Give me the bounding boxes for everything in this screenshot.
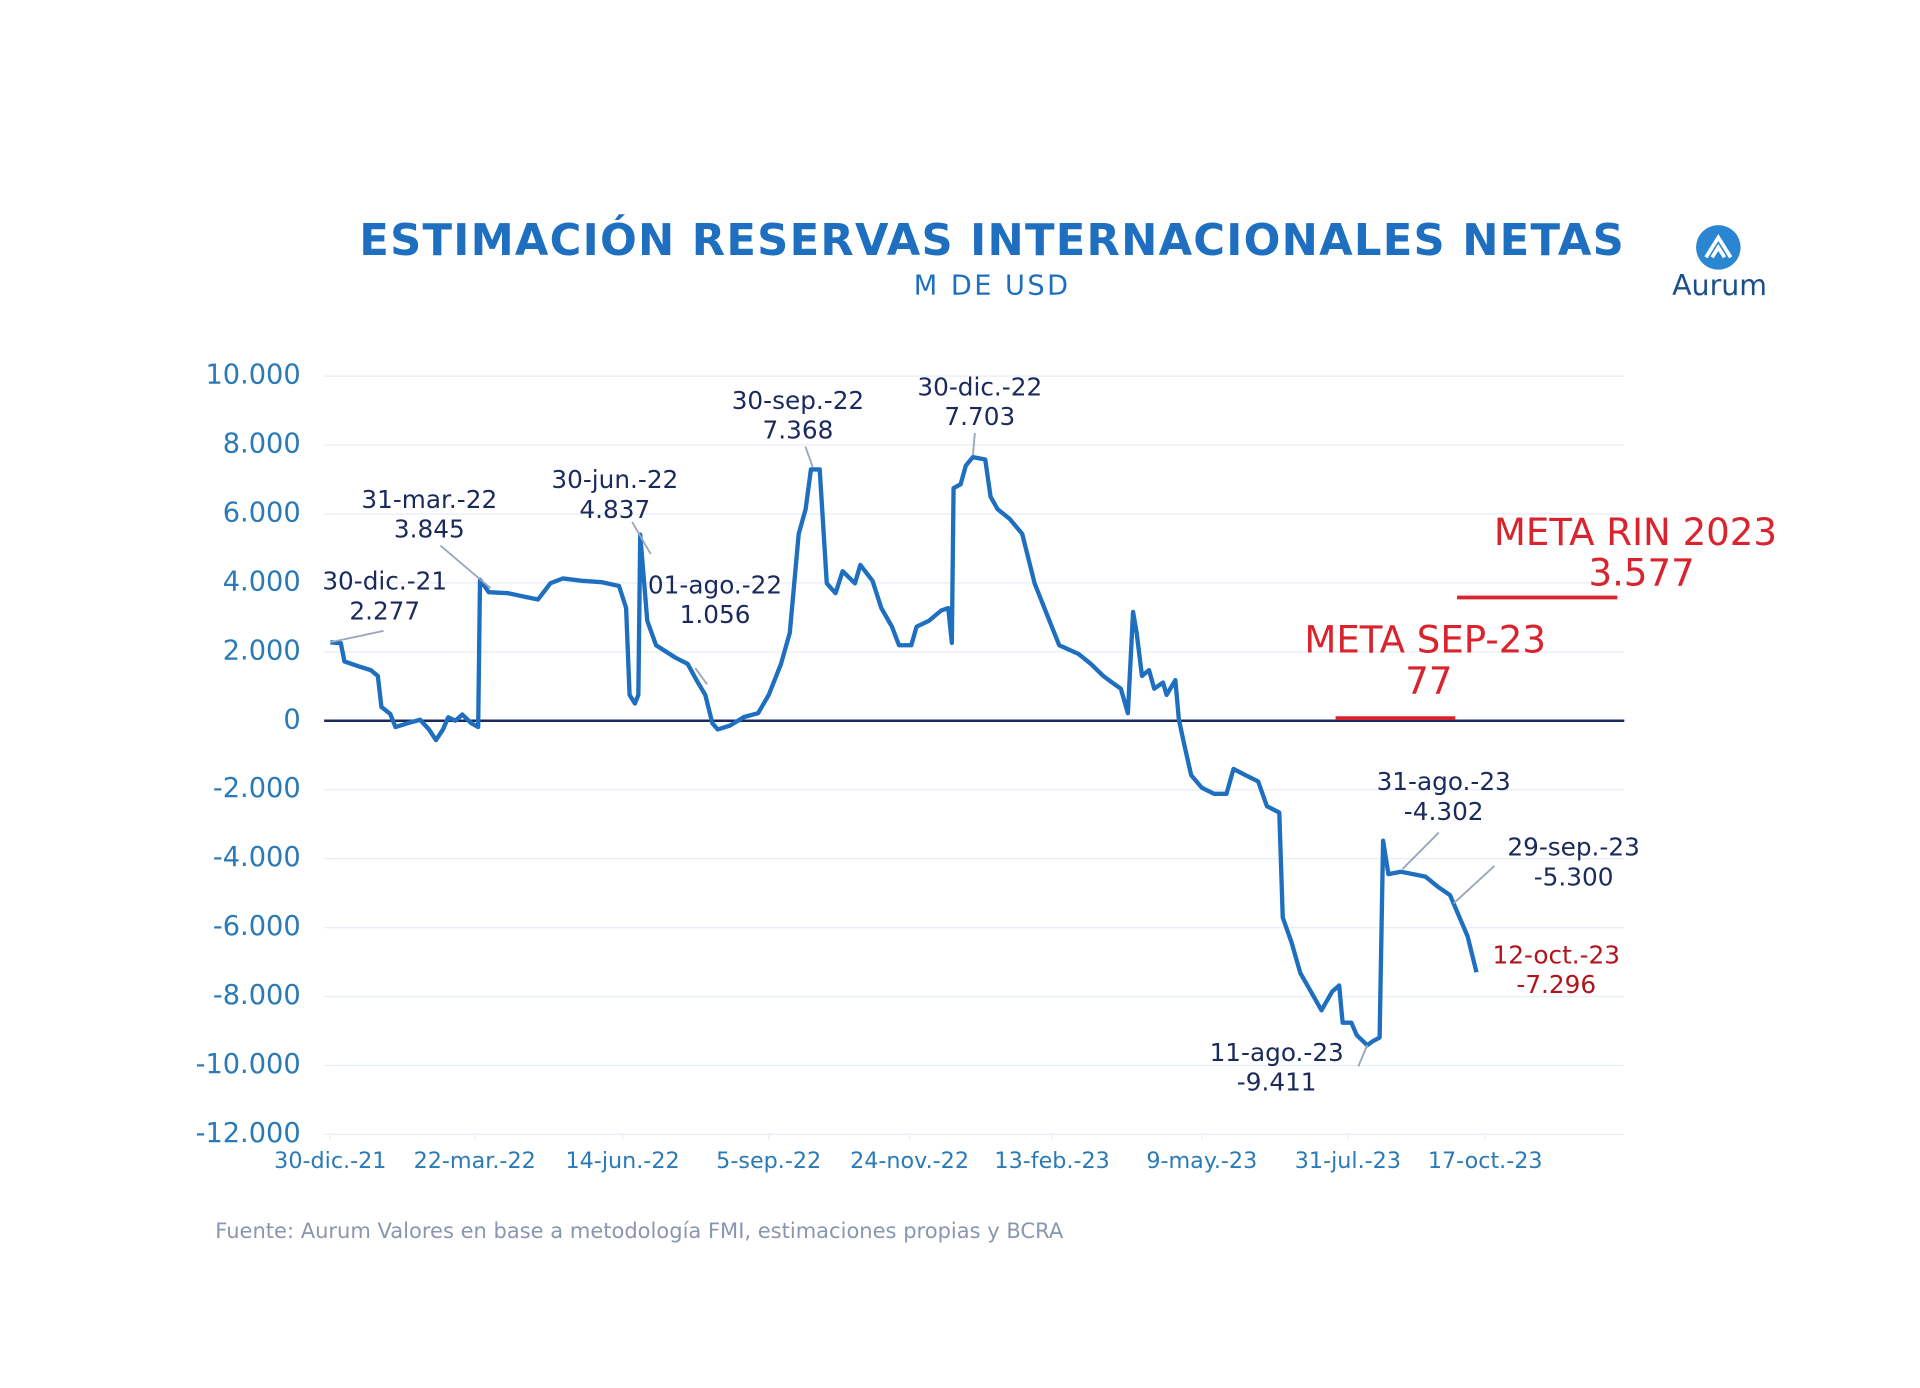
y-tick-label: 8.000: [223, 429, 301, 460]
y-tick-label: 4.000: [223, 566, 301, 597]
y-tick-label: -12.000: [196, 1118, 301, 1149]
x-tick-label: 31-jul.-23: [1295, 1148, 1401, 1174]
annotation-date: 30-dic.-21: [322, 567, 447, 596]
x-tick-label: 24-nov.-22: [850, 1148, 969, 1174]
annotation-connector: [631, 521, 652, 555]
annotation-date: 31-mar.-22: [361, 485, 497, 514]
annotation-connector: [330, 630, 384, 644]
annotation-date: 01-ago.-22: [648, 570, 782, 599]
annotation-connector: [694, 667, 708, 685]
annotation-value: -9.411: [1237, 1068, 1317, 1097]
annotation-date: 30-jun.-22: [551, 465, 678, 494]
y-tick-label: -6.000: [213, 911, 301, 942]
chart-subtitle: M DE USD: [914, 271, 1071, 302]
x-tick-label: 14-jun.-22: [566, 1148, 680, 1174]
x-tick-label: 9-may.-23: [1146, 1148, 1257, 1174]
annotation-value: -5.300: [1534, 862, 1614, 891]
annotation-date: 29-sep.-23: [1507, 833, 1639, 862]
y-tick-label: 6.000: [223, 497, 301, 528]
annotation-date: 12-oct.-23: [1492, 940, 1620, 969]
x-tick-label: 17-oct.-23: [1428, 1148, 1543, 1174]
annotation-date: 30-dic.-22: [917, 372, 1042, 401]
annotation-value: 4.837: [579, 495, 650, 524]
y-tick-label: -4.000: [213, 842, 301, 873]
chart-title: ESTIMACIÓN RESERVAS INTERNACIONALES NETA…: [359, 215, 1625, 266]
annotation-value: 7.368: [763, 416, 834, 445]
target-value: 77: [1405, 659, 1452, 702]
annotation-date: 31-ago.-23: [1377, 767, 1511, 796]
x-tick-label: 22-mar.-22: [414, 1148, 536, 1174]
annotation-value: 1.056: [680, 600, 751, 629]
annotation-connector: [439, 544, 492, 589]
annotation-connector: [1452, 865, 1496, 905]
y-tick-label: -2.000: [213, 773, 301, 804]
y-tick-label: -8.000: [213, 980, 301, 1011]
annotation-date: 30-sep.-22: [732, 386, 864, 415]
logo: Aurum: [1672, 225, 1767, 302]
logo-text: Aurum: [1672, 269, 1767, 302]
y-tick-label: 2.000: [223, 635, 301, 666]
annotation-value: -4.302: [1404, 797, 1484, 826]
x-tick-label: 30-dic.-21: [274, 1148, 386, 1174]
annotation-connector: [971, 432, 976, 456]
y-tick-label: 0: [283, 704, 300, 735]
annotation-connector: [1357, 1044, 1369, 1067]
annotation-value: -7.296: [1516, 970, 1596, 999]
logo-mark: [1704, 234, 1733, 259]
annotation-connector: [804, 446, 814, 468]
source-note: Fuente: Aurum Valores en base a metodolo…: [215, 1218, 1064, 1243]
data-line: [330, 454, 1479, 1048]
annotation-connector: [1401, 831, 1440, 870]
annotation-value: 3.845: [394, 515, 465, 544]
target-label: META SEP-23: [1304, 619, 1546, 662]
x-tick-label: 5-sep.-22: [716, 1148, 821, 1174]
y-tick-label: -10.000: [196, 1049, 301, 1080]
annotation-value: 7.703: [944, 402, 1015, 431]
target-value: 3.577: [1589, 552, 1695, 595]
x-tick-label: 13-feb.-23: [994, 1148, 1109, 1174]
y-tick-label: 10.000: [205, 360, 300, 391]
target-label: META RIN 2023: [1494, 511, 1777, 554]
annotation-date: 11-ago.-23: [1210, 1038, 1344, 1067]
annotation-value: 2.277: [349, 596, 420, 625]
